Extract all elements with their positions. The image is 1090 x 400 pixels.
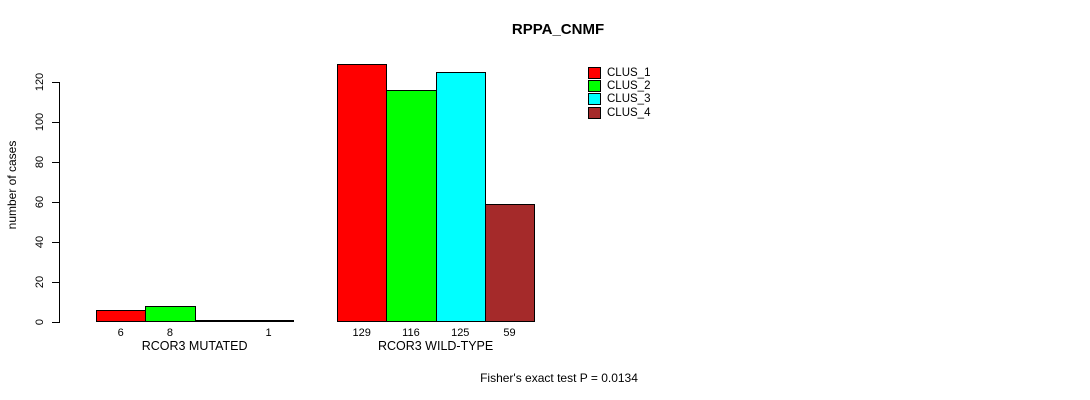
y-tick-mark — [52, 281, 59, 283]
y-tick-label: 60 — [34, 195, 46, 209]
bar-clus_1-wild-type — [337, 64, 388, 322]
legend-label: CLUS_1 — [607, 66, 651, 79]
y-axis-line — [59, 82, 60, 323]
legend-swatch-clus_4 — [588, 106, 601, 119]
legend-row-clus_2: CLUS_2 — [588, 79, 651, 93]
bar-clus_2-wild-type — [386, 90, 437, 322]
y-tick-mark — [52, 81, 59, 83]
legend-label: CLUS_4 — [607, 106, 651, 119]
chart-title: RPPA_CNMF — [511, 21, 605, 38]
y-tick-label: 120 — [34, 72, 46, 92]
bar-value-label: 1 — [265, 327, 272, 339]
bar-value-label: 116 — [402, 327, 420, 339]
y-tick-mark — [52, 121, 59, 123]
y-tick-label: 80 — [34, 155, 46, 169]
y-tick-mark — [52, 321, 59, 323]
y-tick-label: 40 — [34, 235, 46, 249]
group-label-mutated: RCOR3 MUTATED — [141, 339, 248, 353]
bar-value-label: 125 — [451, 327, 470, 339]
legend-row-clus_4: CLUS_4 — [588, 106, 650, 119]
y-tick-label: 100 — [34, 112, 46, 132]
legend: CLUS_1 CLUS_2 CLUS_3 CLUS_4 — [588, 66, 650, 120]
bar-clus_2-mutated — [145, 306, 196, 322]
bar-clus_4-mutated — [243, 320, 295, 322]
y-tick-mark — [52, 201, 59, 203]
legend-label: CLUS_2 — [607, 80, 651, 93]
legend-swatch-clus_3 — [588, 93, 601, 106]
legend-swatch-clus_2 — [588, 80, 601, 93]
group-label-wild-type: RCOR3 WILD-TYPE — [377, 339, 494, 353]
bar-clus_3-mutated — [194, 320, 245, 322]
legend-row-clus_1: CLUS_1 — [588, 66, 650, 79]
y-tick-label: 0 — [34, 318, 46, 326]
legend-swatch-clus_1 — [588, 66, 601, 79]
bar-value-label: 8 — [166, 327, 173, 339]
legend-label: CLUS_3 — [607, 93, 651, 106]
y-axis-title: number of cases — [5, 140, 19, 230]
bar-value-label: 59 — [503, 327, 516, 339]
fisher-test-annotation: Fisher's exact test P = 0.0134 — [480, 371, 638, 385]
bar-value-label: 129 — [352, 327, 371, 339]
bar-clus_3-wild-type — [435, 72, 486, 322]
bar-clus_1-mutated — [96, 310, 147, 322]
y-tick-mark — [52, 161, 59, 163]
legend-row-clus_3: CLUS_3 — [588, 93, 650, 106]
bar-value-label: 6 — [117, 327, 124, 339]
y-tick-label: 20 — [34, 275, 46, 289]
y-tick-mark — [52, 241, 59, 243]
bar-clus_4-wild-type — [484, 204, 536, 322]
